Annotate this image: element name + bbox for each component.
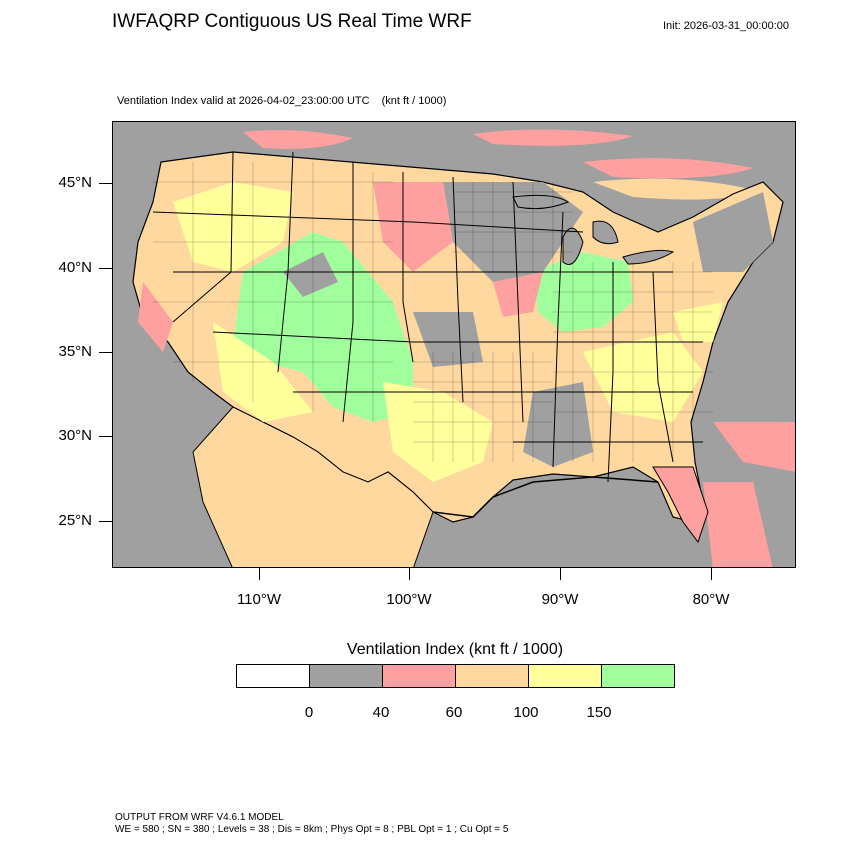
county-borders	[153, 162, 713, 462]
field-valid-label: Ventilation Index valid at 2026-04-02_23…	[117, 95, 370, 107]
lat-label-45: 45°N	[58, 174, 92, 191]
medium-index-region	[373, 182, 453, 272]
lon-label-90: 90°W	[541, 591, 579, 608]
footer-settings: WE = 580 ; SN = 380 ; Levels = 38 ; Dis …	[115, 824, 509, 835]
canada-field-patch	[583, 158, 753, 179]
legend-tick-label: 0	[304, 704, 314, 721]
moderate-index-region	[213, 322, 313, 422]
lat-tick	[99, 268, 112, 269]
legend-tick-label: 40	[372, 704, 390, 721]
lake-erie	[622, 249, 675, 265]
low-index-region	[413, 312, 483, 367]
low-index-region	[523, 382, 593, 467]
lon-label-80: 80°W	[692, 591, 730, 608]
lat-label-40: 40°N	[58, 259, 92, 276]
ventilation-index-map	[113, 122, 795, 567]
legend-colorbar	[236, 664, 675, 688]
lon-tick	[711, 568, 712, 580]
lon-label-100: 100°W	[386, 591, 432, 608]
lat-tick	[99, 352, 112, 353]
lon-label-110: 110°W	[236, 591, 282, 608]
legend-tick-label: 100	[513, 704, 539, 721]
lat-label-30: 30°N	[58, 427, 92, 444]
legend-swatch	[310, 665, 383, 687]
lon-tick	[259, 568, 260, 580]
lon-tick	[409, 568, 410, 580]
lat-label-35: 35°N	[58, 343, 92, 360]
lat-tick	[99, 436, 112, 437]
canada-field-patch	[473, 129, 633, 146]
medium-index-region	[138, 282, 173, 352]
moderate-index-region	[173, 182, 293, 272]
canada-field-patch	[593, 178, 763, 200]
footer-model: OUTPUT FROM WRF V4.6.1 MODEL	[115, 812, 284, 823]
legend-swatch	[529, 665, 602, 687]
legend-title: Ventilation Index (knt ft / 1000)	[346, 641, 564, 658]
field-label: Ventilation Index valid at 2026-04-02_23…	[117, 95, 446, 107]
chart-title: IWFAQRP Contiguous US Real Time WRF	[112, 11, 472, 32]
map-panel	[112, 121, 796, 568]
lon-tick	[560, 568, 561, 580]
lat-tick	[99, 521, 112, 522]
low-index-region	[693, 192, 773, 272]
low-index-region	[283, 252, 338, 297]
legend-swatch	[237, 665, 310, 687]
gulf-coastline	[432, 476, 659, 518]
medium-index-region	[703, 482, 773, 567]
canada-field-patch	[243, 130, 353, 149]
mexico-land	[192, 406, 434, 567]
legend-swatch	[383, 665, 456, 687]
lat-tick	[99, 183, 112, 184]
legend-tick-label: 150	[586, 704, 612, 721]
moderate-index-region	[383, 382, 493, 482]
florida	[652, 466, 709, 544]
lat-label-25: 25°N	[58, 512, 92, 529]
medium-index-region	[713, 422, 795, 472]
high-index-region	[233, 232, 413, 422]
legend-swatch	[456, 665, 529, 687]
init-time: Init: 2026-03-31_00:00:00	[663, 20, 789, 32]
legend-tick-label: 60	[445, 704, 463, 721]
lake-michigan	[562, 227, 584, 265]
lake-superior	[512, 194, 570, 210]
field-units: (knt ft / 1000)	[381, 95, 447, 107]
legend-swatch	[602, 665, 674, 687]
lake-huron	[592, 220, 619, 245]
